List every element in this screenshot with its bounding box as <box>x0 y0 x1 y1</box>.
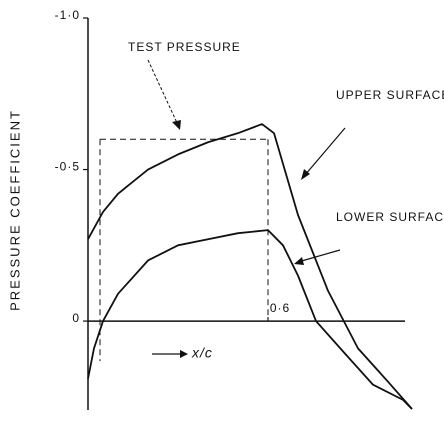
upper-arrowhead <box>301 169 310 180</box>
y-tick-label: -1·0 <box>55 8 80 22</box>
x-tick-label: 0·6 <box>270 301 290 315</box>
series-line <box>87 123 413 410</box>
x-axis-label: x/c <box>191 345 213 361</box>
upper-pointer <box>304 127 346 176</box>
x-label-arrowhead <box>180 350 188 358</box>
y-axis-label: PRESSURE COEFFICIENT <box>7 109 22 311</box>
y-tick-label: -0·5 <box>55 160 80 174</box>
series-line <box>87 229 413 410</box>
upper-label: UPPER SURFACE. <box>336 88 444 102</box>
test-pressure-label: TEST PRESSURE <box>128 40 241 54</box>
test-pressure-arrowhead <box>172 120 181 130</box>
lower-arrowhead <box>294 257 304 265</box>
lower-pointer <box>297 249 341 263</box>
lower-label: LOWER SURFACE <box>336 210 444 224</box>
y-tick-label: 0 <box>72 311 80 325</box>
test-pressure-pointer <box>147 59 179 126</box>
